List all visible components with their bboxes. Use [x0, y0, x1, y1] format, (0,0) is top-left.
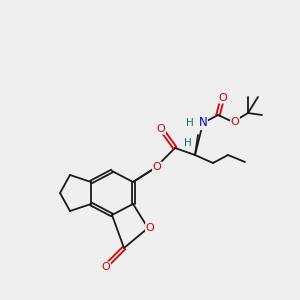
Text: O: O	[219, 93, 227, 103]
Text: O: O	[146, 223, 154, 233]
Text: N: N	[199, 116, 207, 130]
Text: O: O	[231, 117, 239, 127]
Text: H: H	[184, 138, 192, 148]
Text: H: H	[186, 118, 194, 128]
Text: O: O	[157, 124, 165, 134]
Text: O: O	[153, 162, 161, 172]
Text: O: O	[102, 262, 110, 272]
